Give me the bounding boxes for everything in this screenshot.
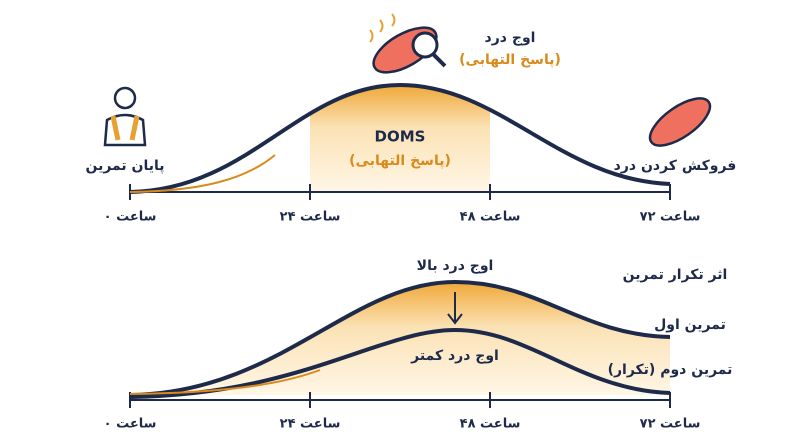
doms-sublabel: (پاسخ التهابی)	[349, 153, 451, 169]
doms-area	[310, 85, 490, 192]
axis-label: ۲۴ ساعت	[280, 210, 341, 225]
axis-label: ۷۲ ساعت	[640, 210, 701, 225]
axis-labels: ۰ ساعت ۲۴ ساعت ۴۸ ساعت ۷۲ ساعت	[104, 210, 701, 225]
axis-label: ۲۴ ساعت	[280, 417, 341, 432]
peak-sublabel: (پاسخ التهابی)	[459, 52, 561, 68]
start-label: پایان تمرین	[85, 158, 164, 174]
arrow-head	[447, 313, 463, 325]
axis-label: ۰ ساعت	[104, 417, 157, 432]
athlete-icon	[103, 86, 147, 147]
doms-label: DOMS	[375, 128, 426, 146]
bottom-title: اثر تکرار تمرین	[623, 267, 728, 283]
second-label: تمرین دوم (تکرار)	[608, 362, 733, 378]
curve-highlight	[129, 154, 276, 193]
second-curve	[129, 327, 671, 399]
pain-curve	[129, 82, 671, 194]
first-label: تمرین اول	[654, 317, 726, 333]
first-curve	[129, 279, 671, 397]
end-label: فروکش کردن درد	[614, 158, 737, 174]
high-peak-label: اوج درد بالا	[417, 258, 494, 274]
axis-label: ۴۸ ساعت	[460, 210, 521, 225]
curve-highlight	[129, 369, 321, 395]
peak-label: اوج درد	[485, 30, 536, 46]
axis-label: ۴۸ ساعت	[460, 417, 521, 432]
axis-label: ۰ ساعت	[104, 210, 157, 225]
axis-label: ۷۲ ساعت	[640, 417, 701, 432]
low-peak-label: اوج درد کمتر	[410, 348, 499, 364]
muscle-icon	[648, 97, 712, 147]
inflamed-muscle-icon	[369, 13, 447, 74]
